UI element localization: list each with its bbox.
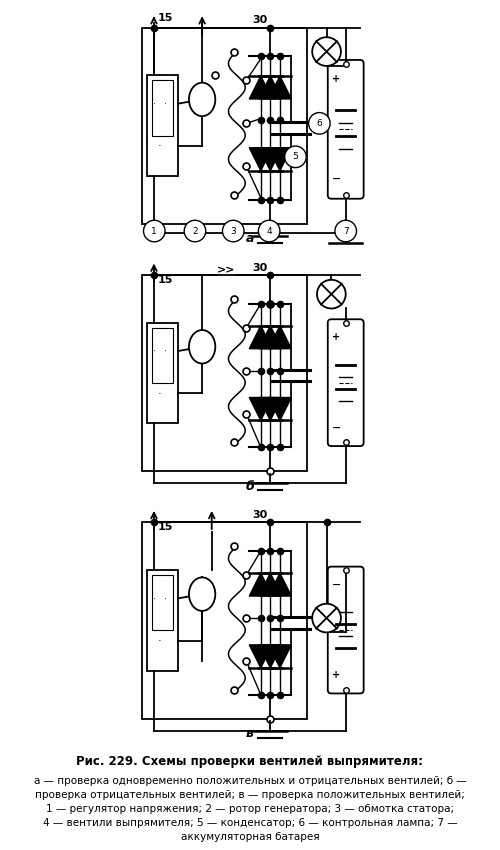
Bar	[142, 523, 308, 718]
Text: 30: 30	[252, 15, 268, 26]
Text: 15: 15	[158, 13, 173, 23]
Text: +: +	[332, 332, 340, 343]
Polygon shape	[268, 326, 291, 348]
Polygon shape	[268, 398, 291, 421]
Polygon shape	[250, 645, 272, 668]
Polygon shape	[259, 573, 282, 596]
Text: >>: >>	[217, 265, 236, 275]
Text: 1 — регулятор напряжения; 2 — ротор генератора; 3 — обмотка статора;: 1 — регулятор напряжения; 2 — ротор гене…	[46, 804, 454, 814]
Text: 5: 5	[292, 152, 298, 162]
Circle shape	[317, 280, 346, 309]
Polygon shape	[268, 573, 291, 596]
Text: 30: 30	[252, 263, 268, 273]
Ellipse shape	[189, 330, 216, 364]
Polygon shape	[250, 326, 272, 348]
Polygon shape	[259, 645, 282, 668]
Polygon shape	[250, 76, 272, 99]
Circle shape	[308, 112, 330, 134]
Text: +: +	[332, 74, 340, 84]
Text: 3: 3	[230, 226, 236, 235]
Bar	[147, 323, 178, 423]
Bar	[152, 80, 174, 135]
Bar	[142, 275, 308, 471]
Text: а: а	[246, 232, 254, 246]
Bar	[152, 327, 174, 382]
Text: −: −	[332, 580, 341, 590]
Bar	[147, 76, 178, 176]
FancyBboxPatch shape	[328, 60, 364, 199]
Text: 15: 15	[158, 522, 173, 532]
Text: проверка отрицательных вентилей; в — проверка положительных вентилей;: проверка отрицательных вентилей; в — про…	[35, 790, 465, 800]
Text: 1: 1	[152, 226, 157, 235]
Polygon shape	[250, 573, 272, 596]
Circle shape	[222, 220, 244, 241]
Circle shape	[312, 604, 341, 632]
Text: 15: 15	[158, 275, 173, 285]
Text: Ш: Ш	[158, 145, 160, 146]
Text: Рис. 229. Схемы проверки вентилей выпрямителя:: Рис. 229. Схемы проверки вентилей выпрям…	[76, 755, 424, 768]
Ellipse shape	[189, 577, 216, 611]
Text: −: −	[332, 174, 341, 184]
Circle shape	[144, 220, 165, 241]
Polygon shape	[268, 76, 291, 99]
FancyBboxPatch shape	[328, 567, 364, 694]
Text: 4 — вентили выпрямителя; 5 — конденсатор; 6 — контрольная лампа; 7 —: 4 — вентили выпрямителя; 5 — конденсатор…	[42, 819, 458, 828]
Text: 4: 4	[266, 226, 272, 235]
Text: а — проверка одновременно положительных и отрицательных вентилей; б —: а — проверка одновременно положительных …	[34, 776, 467, 786]
Text: +: +	[332, 671, 340, 681]
Text: 2: 2	[192, 226, 198, 235]
Text: 7: 7	[343, 226, 348, 235]
Polygon shape	[259, 398, 282, 421]
Bar	[147, 570, 178, 671]
Polygon shape	[250, 148, 272, 171]
Polygon shape	[259, 76, 282, 99]
Polygon shape	[268, 148, 291, 171]
Text: Ш: Ш	[158, 393, 160, 394]
Text: 30: 30	[252, 510, 268, 520]
Polygon shape	[250, 398, 272, 421]
Polygon shape	[259, 148, 282, 171]
Text: 6: 6	[316, 119, 322, 128]
Text: Ш: Ш	[158, 640, 160, 641]
Circle shape	[184, 220, 206, 241]
Bar	[152, 575, 174, 630]
Text: В: В	[164, 350, 166, 352]
Bar	[142, 28, 308, 224]
FancyBboxPatch shape	[328, 320, 364, 446]
Text: б: б	[246, 479, 254, 493]
Text: В: В	[164, 598, 166, 599]
Polygon shape	[268, 645, 291, 668]
Text: В: В	[164, 103, 166, 105]
Circle shape	[312, 37, 341, 66]
Text: в: в	[246, 727, 254, 740]
Circle shape	[258, 220, 280, 241]
Circle shape	[335, 220, 356, 241]
Text: аккумуляторная батарея: аккумуляторная батарея	[180, 832, 320, 842]
Circle shape	[284, 146, 306, 167]
Text: −: −	[332, 423, 341, 434]
Ellipse shape	[189, 82, 216, 116]
Polygon shape	[259, 326, 282, 348]
